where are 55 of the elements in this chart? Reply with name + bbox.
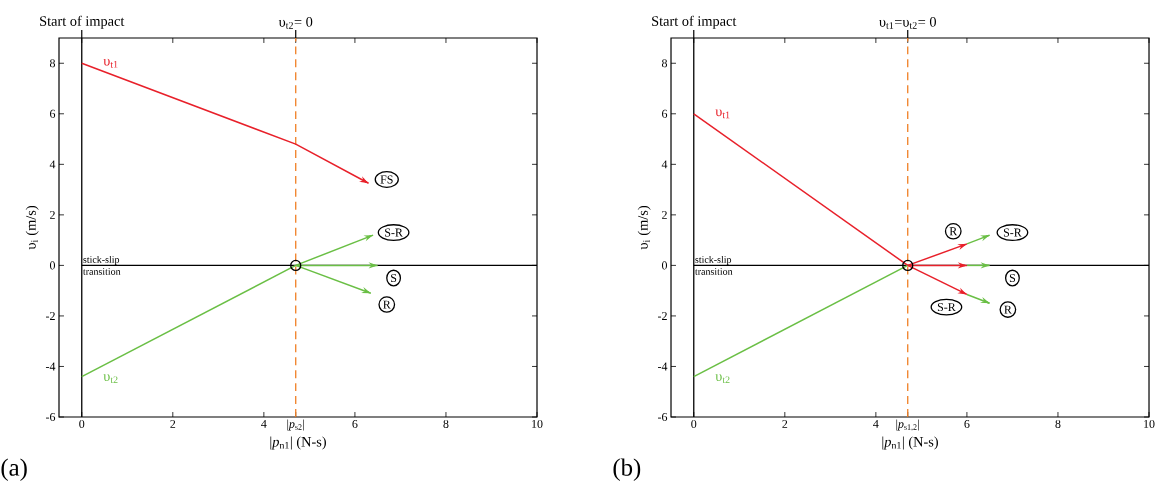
x-tick-label: |p$_{s2}$| bbox=[287, 419, 305, 431]
y-tick-label: -2 bbox=[657, 311, 667, 320]
y-tick-label: 8 bbox=[49, 59, 56, 68]
annotation: S-R bbox=[937, 303, 956, 312]
y-tick-label: 0 bbox=[49, 261, 56, 270]
x-tick-label: 6 bbox=[964, 419, 970, 428]
annotation: R bbox=[949, 227, 958, 236]
y-tick-label: 0 bbox=[661, 261, 668, 270]
y-tick-label: -4 bbox=[657, 362, 668, 371]
x-tick-label: 8 bbox=[443, 419, 449, 428]
annotation: R bbox=[383, 300, 391, 309]
x-tick-label: 6 bbox=[352, 419, 358, 428]
x-tick-label: 4 bbox=[261, 419, 267, 428]
y-tick-label: 4 bbox=[661, 160, 668, 169]
x-tick-label: |p$_{s1,2}$| bbox=[896, 419, 919, 431]
series-label: υ$_{t1}$ bbox=[103, 58, 118, 68]
text: υ$_{t1}$=υ$_{t2}$= 0 bbox=[879, 17, 936, 29]
y-tick-label: 2 bbox=[50, 210, 55, 219]
y-axis-title: υ$_{i}$ (m/s) bbox=[25, 206, 39, 250]
x-tick-label: 8 bbox=[1055, 419, 1061, 428]
text: (a) bbox=[1, 458, 27, 481]
y-tick-label: 6 bbox=[50, 109, 56, 118]
x-tick-label: 0 bbox=[691, 419, 697, 428]
y-tick-label: -6 bbox=[45, 412, 56, 422]
y-axis-title: υ$_{i}$ (m/s) bbox=[637, 206, 651, 250]
annotation: R bbox=[1004, 305, 1012, 314]
y-tick-label: -2 bbox=[45, 311, 55, 320]
ref-line-label: Start of impact bbox=[40, 15, 125, 29]
text: (b) bbox=[613, 458, 641, 481]
x-tick-label: 10 bbox=[1144, 419, 1155, 428]
x-axis-title: |p$_{n1}$| (N-s) bbox=[270, 436, 326, 450]
x-tick-label: 4 bbox=[873, 419, 879, 428]
ref-line-label: stick-slip transition bbox=[83, 255, 121, 275]
annotation: S-R bbox=[1003, 228, 1022, 237]
ref-line-label: stick-slip transition bbox=[695, 255, 733, 275]
series-label: υ$_{t2}$ bbox=[715, 374, 730, 384]
x-axis-title: |p$_{n1}$| (N-s) bbox=[882, 436, 938, 450]
annotation: S bbox=[391, 274, 397, 283]
x-tick-label: 0 bbox=[79, 419, 85, 428]
x-tick-label: 10 bbox=[532, 419, 543, 428]
annotation: S-R bbox=[385, 228, 403, 237]
y-tick-label: 8 bbox=[661, 59, 668, 68]
y-tick-label: -6 bbox=[657, 412, 668, 422]
x-tick-label: 2 bbox=[782, 419, 788, 428]
series-label: υ$_{t1}$ bbox=[715, 109, 730, 119]
ref-line-label: Start of impact bbox=[652, 15, 737, 29]
y-tick-label: 4 bbox=[49, 160, 56, 169]
series-label: υ$_{t2}$ bbox=[103, 374, 118, 384]
text: υ$_{t2}$= 0 bbox=[278, 17, 313, 29]
x-tick-label: 2 bbox=[170, 419, 176, 428]
annotation: FS bbox=[380, 175, 393, 184]
y-tick-label: 6 bbox=[662, 109, 668, 118]
y-tick-label: 2 bbox=[662, 210, 667, 219]
annotation: S bbox=[1009, 274, 1016, 283]
y-tick-label: -4 bbox=[45, 362, 56, 371]
